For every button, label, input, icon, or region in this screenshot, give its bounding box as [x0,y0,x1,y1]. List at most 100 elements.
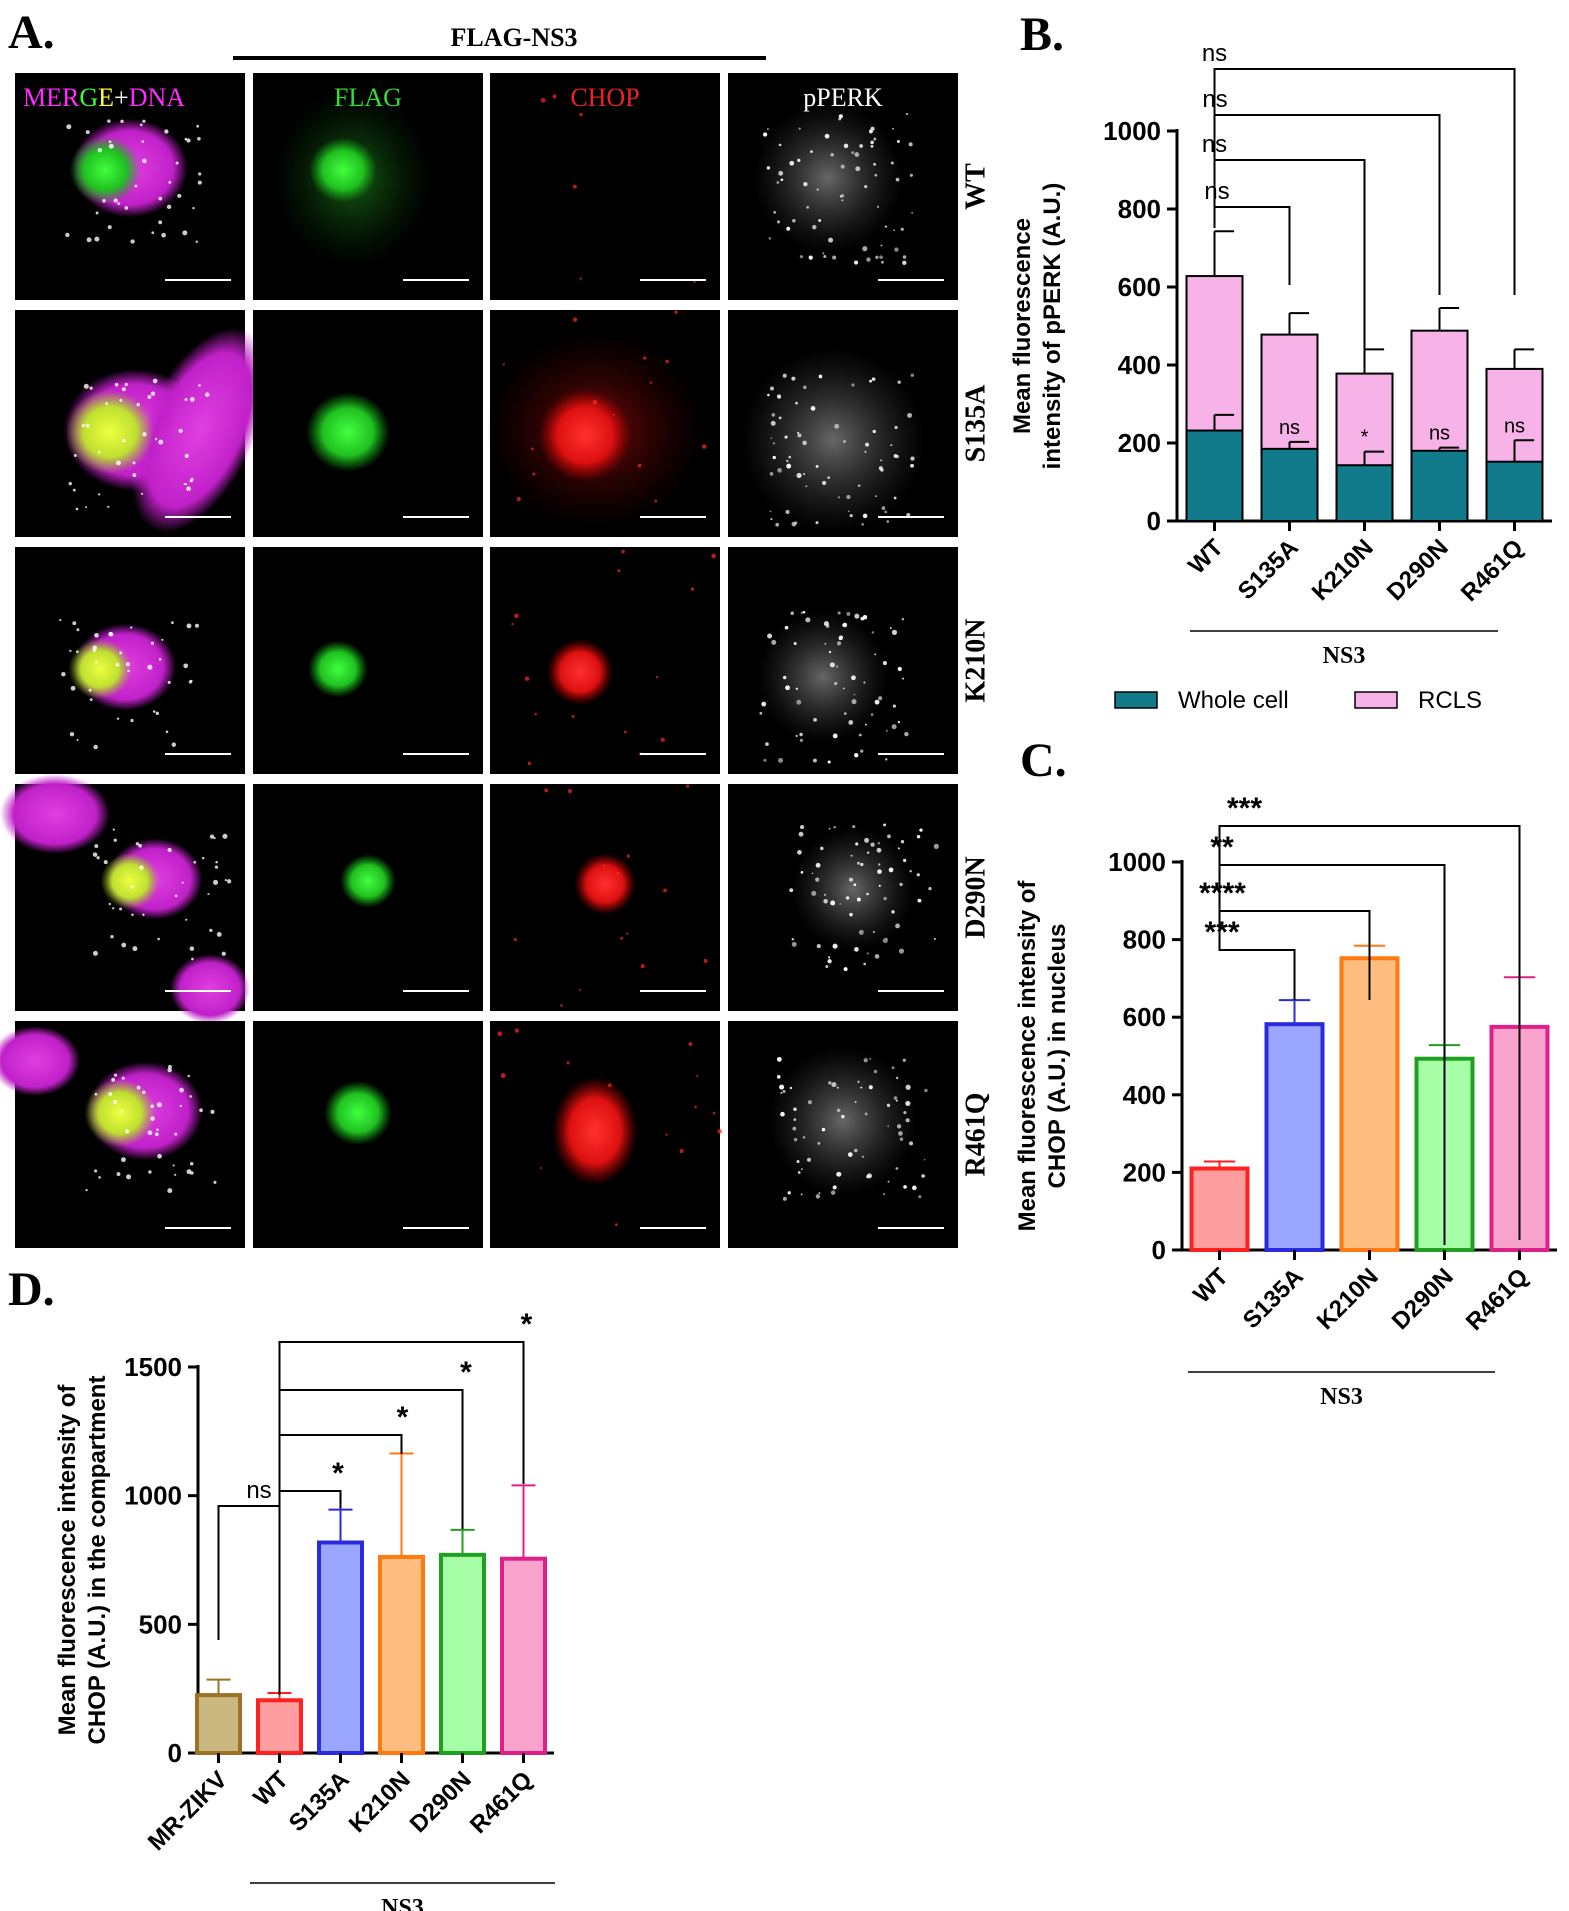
y-tick-label: 1000 [1103,116,1161,146]
flag-ns3-compartment [324,1080,392,1146]
pperk-puncta [111,1077,116,1082]
pperk-puncta [818,374,823,379]
pperk-puncta [902,677,905,680]
x-tick-label: WT [1188,1263,1234,1309]
pperk-puncta [164,129,169,134]
pperk-puncta [120,1109,124,1113]
pperk-puncta [784,625,789,630]
pperk-puncta [837,611,841,615]
pperk-puncta [818,219,822,222]
pperk-puncta [130,626,133,629]
pperk-puncta [75,507,79,511]
micrograph-tile [0,774,250,1024]
pperk-puncta [828,237,834,243]
comparison-bracket [278,1341,525,1695]
pperk-puncta [854,1100,857,1104]
pperk-puncta [189,946,195,951]
y-tick-label: 200 [1123,1157,1166,1187]
pperk-puncta [97,148,103,153]
pperk-puncta [189,1161,194,1166]
significance-label: **** [1199,877,1246,910]
y-axis-label-line: CHOP (A.U.) in nucleus [1044,924,1071,1189]
pperk-puncta [866,892,869,896]
pperk-puncta [89,698,93,702]
chop-speck [621,549,625,554]
micrograph-tile [728,1021,958,1248]
ns3-compartment-merge [69,136,141,204]
chop-speck [686,784,690,788]
pperk-puncta [830,153,834,157]
pperk-puncta [874,653,877,656]
pperk-puncta [795,687,798,690]
y-tick-label: 800 [1118,194,1161,224]
pperk-puncta [856,861,861,865]
pperk-puncta [805,617,811,623]
pperk-puncta [843,967,848,972]
pperk-puncta [780,178,784,182]
pperk-puncta [185,918,188,921]
pperk-puncta [174,1132,178,1136]
pperk-puncta [142,158,147,164]
pperk-puncta [130,239,135,244]
pperk-puncta [782,1196,787,1201]
pperk-puncta [183,483,186,486]
pperk-puncta [832,1185,837,1190]
column-label-flag: FLAG [334,83,402,112]
significance-label: *** [1227,792,1262,825]
bar-whole-cell [1335,464,1394,523]
pperk-puncta [808,255,813,260]
pperk-puncta [780,1111,785,1117]
pperk-puncta [107,505,110,508]
significance-label: * [521,1308,533,1341]
pperk-puncta [891,629,898,635]
pperk-puncta [108,1092,113,1096]
chop-speck [540,97,546,103]
pperk-puncta [792,218,796,223]
pperk-puncta [794,521,798,525]
chop-speck [640,964,645,969]
pperk-puncta [832,255,837,260]
pperk-puncta [857,484,861,487]
pperk-puncta [880,244,883,247]
pperk-puncta [167,1067,172,1073]
micrograph-tile [490,784,720,1011]
pperk-puncta [184,398,188,402]
pperk-puncta [759,711,763,715]
pperk-puncta [891,724,897,730]
pperk-puncta [870,144,874,148]
pperk-puncta [812,224,817,230]
pperk-puncta [786,463,792,469]
x-tick-label: K210N [344,1766,416,1838]
pperk-puncta [183,663,189,669]
bar-whole-cell [1410,449,1469,522]
pperk-puncta [863,962,866,966]
panel-b-chart: 0 200 400 600 800 1000 Mean fluorescence intens… [1009,40,1552,714]
pperk-puncta [125,1129,130,1134]
pperk-puncta [849,912,853,917]
pperk-puncta [888,867,894,873]
pperk-puncta [182,230,188,236]
pperk-puncta [892,127,894,130]
pperk-puncta [803,473,806,475]
pperk-puncta [769,472,774,476]
pperk-puncta [847,1152,853,1157]
pperk-puncta [827,476,830,480]
pperk-puncta [167,847,172,853]
pperk-puncta [845,896,850,900]
chop-speck [579,988,582,991]
pperk-puncta [839,635,844,640]
pperk-puncta [839,195,842,198]
column-label-part: + [114,83,129,112]
pperk-puncta [854,152,860,157]
pperk-puncta [917,898,922,903]
pperk-puncta [860,862,864,867]
pperk-puncta [209,928,213,932]
pperk-puncta [885,729,888,732]
pperk-puncta [76,738,79,742]
pperk-puncta [911,211,914,214]
pperk-puncta [848,877,854,882]
pperk-puncta [900,227,904,231]
flag-ns3-compartment [309,137,377,203]
pperk-puncta [802,610,806,614]
